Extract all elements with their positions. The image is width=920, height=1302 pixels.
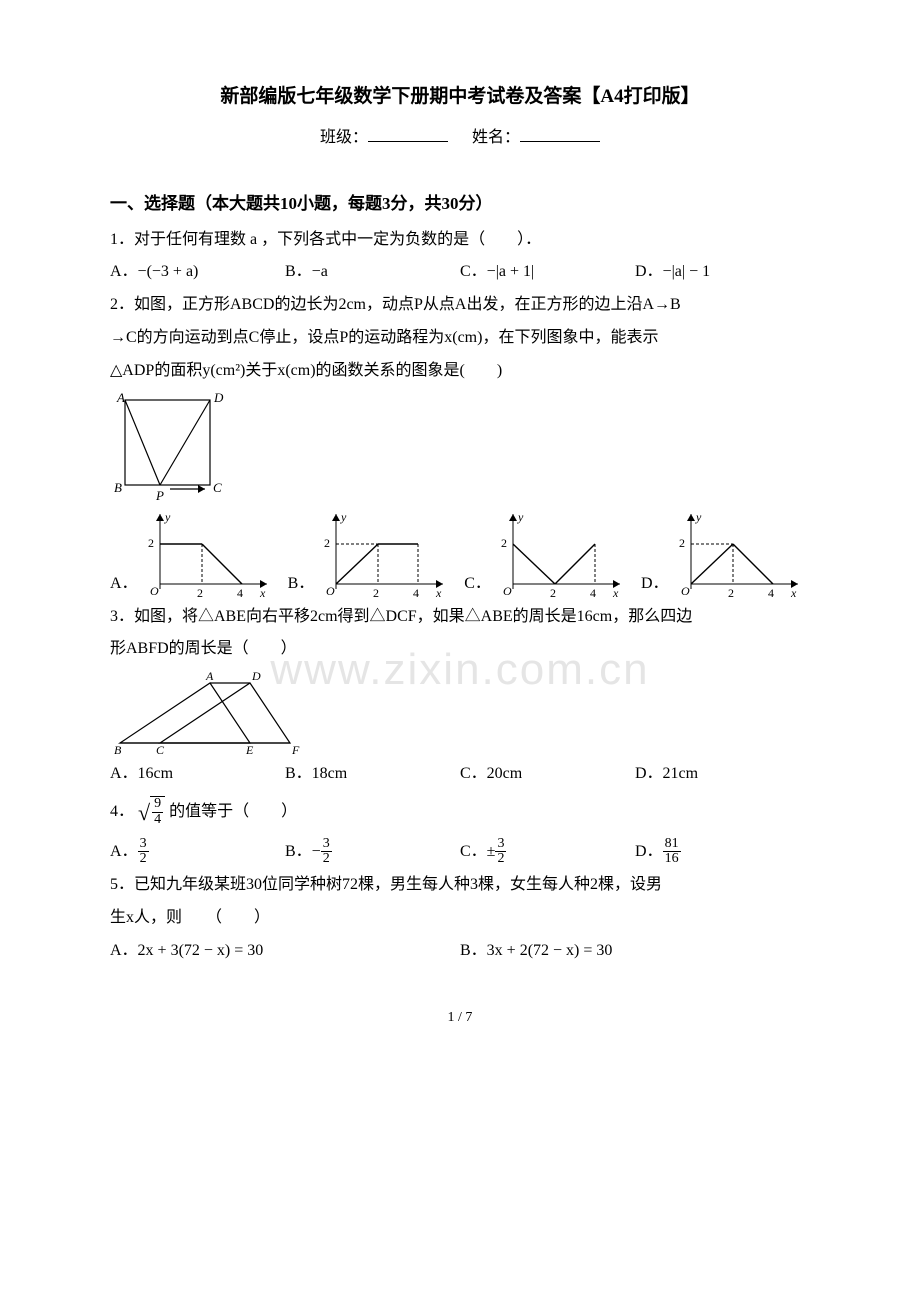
svg-text:C: C [213, 480, 222, 495]
q3-figure: A D B C E F [110, 668, 810, 758]
q5-choice-b: B．3x + 2(72 − x) = 30 [460, 937, 810, 966]
q2-label-a: A． [110, 570, 138, 599]
svg-text:A: A [205, 669, 214, 683]
q1-choice-c: C．−|a + 1| [460, 258, 635, 287]
q4-c-den: 2 [495, 852, 506, 867]
header-fields: 班级： 姓名： [110, 124, 810, 153]
svg-text:y: y [340, 510, 347, 524]
q4-choice-a: A．32 [110, 837, 285, 867]
q1-choices: A．−(−3 + a) B．−a C．−|a + 1| D．−|a| − 1 [110, 258, 810, 287]
page-number: 1 / 7 [110, 1005, 810, 1030]
svg-text:2: 2 [197, 586, 203, 599]
q3-choices: A．16cm B．18cm C．20cm D．21cm [110, 760, 810, 789]
q4-b-pre: B．− [285, 842, 321, 859]
svg-text:2: 2 [324, 536, 330, 550]
svg-text:A: A [116, 390, 125, 405]
svg-text:4: 4 [413, 586, 419, 599]
q5-stem-2: 生x人，则 （ ） [110, 904, 810, 933]
q2-stem-3: △ADP的面积y(cm²)关于x(cm)的函数关系的图象是( ) [110, 357, 810, 386]
q2-graph-a: y x O 2 2 4 [142, 509, 272, 599]
svg-text:O: O [150, 584, 159, 598]
q1-choice-d: D．−|a| − 1 [635, 258, 810, 287]
svg-text:D: D [213, 390, 224, 405]
svg-text:E: E [245, 743, 254, 757]
q3-choice-d: D．21cm [635, 760, 810, 789]
class-blank [368, 125, 448, 142]
q2-square-figure: A D B C P [110, 390, 810, 505]
svg-text:B: B [114, 480, 122, 495]
q4-post: 的值等于（ ） [169, 803, 297, 820]
q4-a-pre: A． [110, 842, 138, 859]
q4-c-num: 3 [495, 837, 506, 853]
svg-text:B: B [114, 743, 122, 757]
q2-choice-graphs: A． y x O 2 2 4 B． y x O 2 2 [110, 509, 810, 599]
svg-text:y: y [517, 510, 524, 524]
q3-stem-1: 3．如图，将△ABE向右平移2cm得到△DCF，如果△ABE的周长是16cm，那… [110, 603, 810, 632]
name-label: 姓名： [472, 129, 520, 146]
q2-label-d: D． [641, 570, 669, 599]
q3-choice-a: A．16cm [110, 760, 285, 789]
svg-text:y: y [695, 510, 702, 524]
q4-b-num: 3 [321, 837, 332, 853]
q4-a-num: 3 [138, 837, 149, 853]
q4-choice-c: C．±32 [460, 837, 635, 867]
q1-stem: 1．对于任何有理数 a ，下列各式中一定为负数的是（ ）． [110, 226, 810, 255]
q4-num: 9 [152, 797, 163, 813]
svg-text:F: F [291, 743, 300, 757]
svg-text:D: D [251, 669, 261, 683]
svg-text:x: x [259, 586, 266, 599]
svg-text:O: O [503, 584, 512, 598]
q2-graph-b: y x O 2 2 4 [318, 509, 448, 599]
q2-label-b: B． [288, 570, 315, 599]
section-1-heading: 一、选择题（本大题共10小题，每题3分，共30分） [110, 189, 810, 220]
svg-text:x: x [612, 586, 619, 599]
q3-choice-c: C．20cm [460, 760, 635, 789]
q1-choice-a: A．−(−3 + a) [110, 258, 285, 287]
svg-text:2: 2 [679, 536, 685, 550]
q4-d-den: 16 [663, 852, 681, 867]
svg-text:2: 2 [550, 586, 556, 599]
svg-text:C: C [156, 743, 165, 757]
q2-graph-c: y x O 2 2 4 [495, 509, 625, 599]
svg-text:2: 2 [728, 586, 734, 599]
doc-title: 新部编版七年级数学下册期中考试卷及答案【A4打印版】 [110, 80, 810, 114]
class-label: 班级： [320, 129, 368, 146]
q3-choice-b: B．18cm [285, 760, 460, 789]
q4-d-num: 81 [663, 837, 681, 853]
q4-b-den: 2 [321, 852, 332, 867]
svg-text:2: 2 [501, 536, 507, 550]
svg-text:4: 4 [590, 586, 596, 599]
svg-text:4: 4 [768, 586, 774, 599]
q4-a-den: 2 [138, 852, 149, 867]
q3-stem-2: 形ABFD的周长是（ ） [110, 635, 810, 664]
svg-text:2: 2 [373, 586, 379, 599]
name-blank [520, 125, 600, 142]
q2-graph-d: y x O 2 2 4 [673, 509, 803, 599]
svg-text:O: O [681, 584, 690, 598]
svg-text:4: 4 [237, 586, 243, 599]
q2-stem-2: →C的方向运动到点C停止，设点P的运动路程为x(cm)，在下列图象中，能表示 [110, 324, 810, 353]
q4-stem: 4． √ 94 的值等于（ ） [110, 793, 810, 833]
q4-choice-b: B．−32 [285, 837, 460, 867]
q4-d-pre: D． [635, 842, 663, 859]
q5-stem-1: 5．已知九年级某班30位同学种树72棵，男生每人种3棵，女生每人种2棵，设男 [110, 871, 810, 900]
q1-choice-b: B．−a [285, 258, 460, 287]
q4-choices: A．32 B．−32 C．±32 D．8116 [110, 837, 810, 867]
svg-text:x: x [435, 586, 442, 599]
q4-pre: 4． [110, 803, 134, 820]
svg-text:2: 2 [148, 536, 154, 550]
q2-label-c: C． [464, 570, 491, 599]
svg-text:O: O [326, 584, 335, 598]
svg-text:y: y [164, 510, 171, 524]
q4-c-pre: C．± [460, 842, 495, 859]
q5-choices: A．2x + 3(72 − x) = 30 B．3x + 2(72 − x) =… [110, 937, 810, 966]
q4-choice-d: D．8116 [635, 837, 810, 867]
q4-den: 4 [152, 813, 163, 828]
svg-text:x: x [790, 586, 797, 599]
q2-stem-1: 2．如图，正方形ABCD的边长为2cm，动点P从点A出发，在正方形的边上沿A→B [110, 291, 810, 320]
svg-text:P: P [155, 488, 164, 503]
q5-choice-a: A．2x + 3(72 − x) = 30 [110, 937, 460, 966]
